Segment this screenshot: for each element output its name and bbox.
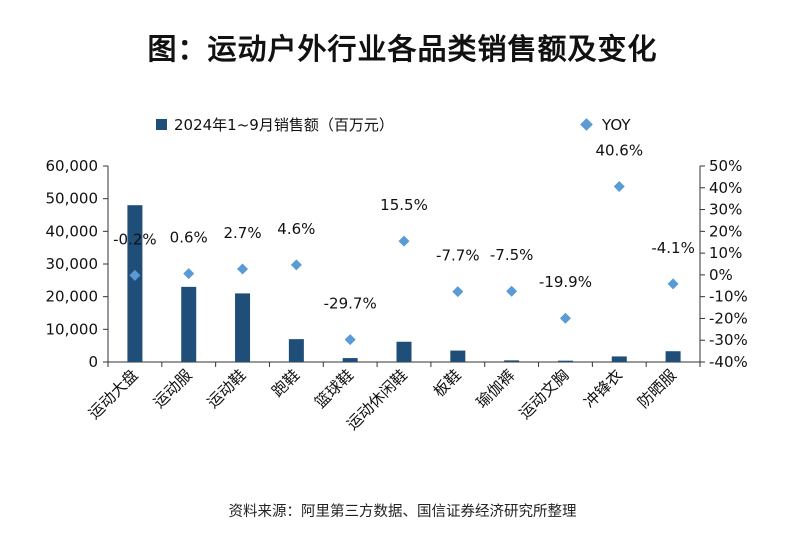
yoy-point [398,235,410,247]
right-axis-tick-label: -10% [709,288,748,306]
bars [127,205,681,362]
bar [396,341,412,362]
yoy-data-label: -19.9% [539,273,592,291]
yoy-data-label: -4.1% [651,239,695,257]
bar [127,205,143,362]
legend-yoy-label: YOY [601,116,631,134]
source-note: 资料来源：阿里第三方数据、国信证券经济研究所整理 [228,504,577,520]
x-axis [107,361,701,367]
yoy-point [290,259,302,271]
right-axis-tick-label: 30% [709,201,742,219]
yoy-data-label: 4.6% [277,220,315,238]
yoy-point [667,278,679,290]
yoy-point [237,263,249,275]
chart-title: 图：运动户外行业各品类销售额及变化 [147,32,658,66]
category-label: 板鞋 [430,366,465,401]
category-label: 跑鞋 [269,366,304,401]
right-axis-tick-label: 0% [709,266,733,284]
bar [611,356,627,362]
yoy-data-label: 15.5% [380,196,428,214]
legend: 2024年1~9月销售额（百万元） YOY [156,116,631,134]
left-axis-tick-label: 10,000 [46,320,99,338]
right-axis: -40% -30% -20% -10% 0% 10% 20% 30% 40% 50% [699,157,748,371]
category-label: 运动文胸 [516,366,573,423]
yoy-point [183,268,195,280]
yoy-point [613,180,625,192]
yoy-point [559,312,571,324]
category-label: 运动服 [150,366,196,412]
category-label: 篮球鞋 [311,366,357,412]
yoy-point [129,269,141,281]
yoy-point [452,286,464,298]
left-axis-tick-label: 0 [88,353,98,371]
right-axis-tick-label: -30% [709,331,748,349]
category-label: 防晒服 [634,366,680,412]
right-axis-tick-label: 20% [709,222,742,240]
legend-bar-label: 2024年1~9月销售额（百万元） [174,116,394,134]
yoy-point [506,285,518,297]
chart: 2024年1~9月销售额（百万元） YOY 0 10,000 20,000 30,00… [46,116,748,434]
bar [342,358,358,362]
yoy-labels: -0.2% 0.6% 2.7% 4.6% -29.7% 15.5% -7.7% -7.5% -1… [113,141,695,312]
right-axis-tick-label: -40% [709,353,748,371]
yoy-points [129,180,679,346]
right-axis-tick-label: 40% [709,179,742,197]
legend-yoy-swatch [580,118,593,131]
bar [557,360,573,362]
legend-bar-swatch [156,119,167,130]
yoy-data-label: -29.7% [324,295,377,313]
yoy-data-label: -0.2% [113,230,157,248]
bar [665,351,681,362]
yoy-point [344,334,356,346]
yoy-data-label: 40.6% [595,141,643,159]
category-label: 瑜伽裤 [473,366,519,412]
left-axis-tick-label: 30,000 [46,255,99,273]
bar [235,293,251,362]
left-axis-tick-label: 40,000 [46,222,99,240]
category-label: 冲锋衣 [580,366,626,412]
bar [504,360,520,362]
yoy-data-label: -7.5% [490,246,534,264]
right-axis-tick-label: 50% [709,157,742,175]
bar [181,286,197,362]
left-axis-tick-label: 60,000 [46,157,99,175]
yoy-data-label: 0.6% [170,229,208,247]
yoy-data-label: 2.7% [223,224,261,242]
right-axis-tick-label: -20% [709,309,748,327]
yoy-data-label: -7.7% [436,247,480,265]
bar [450,350,466,362]
left-axis-tick-label: 20,000 [46,288,99,306]
left-axis-tick-label: 50,000 [46,190,99,208]
left-axis: 0 10,000 20,000 30,000 40,000 50,000 60,000 [46,157,109,371]
category-label: 运动大盘 [84,365,141,422]
right-axis-tick-label: 10% [709,244,742,262]
category-label: 运动鞋 [204,366,250,412]
bar [288,339,304,362]
